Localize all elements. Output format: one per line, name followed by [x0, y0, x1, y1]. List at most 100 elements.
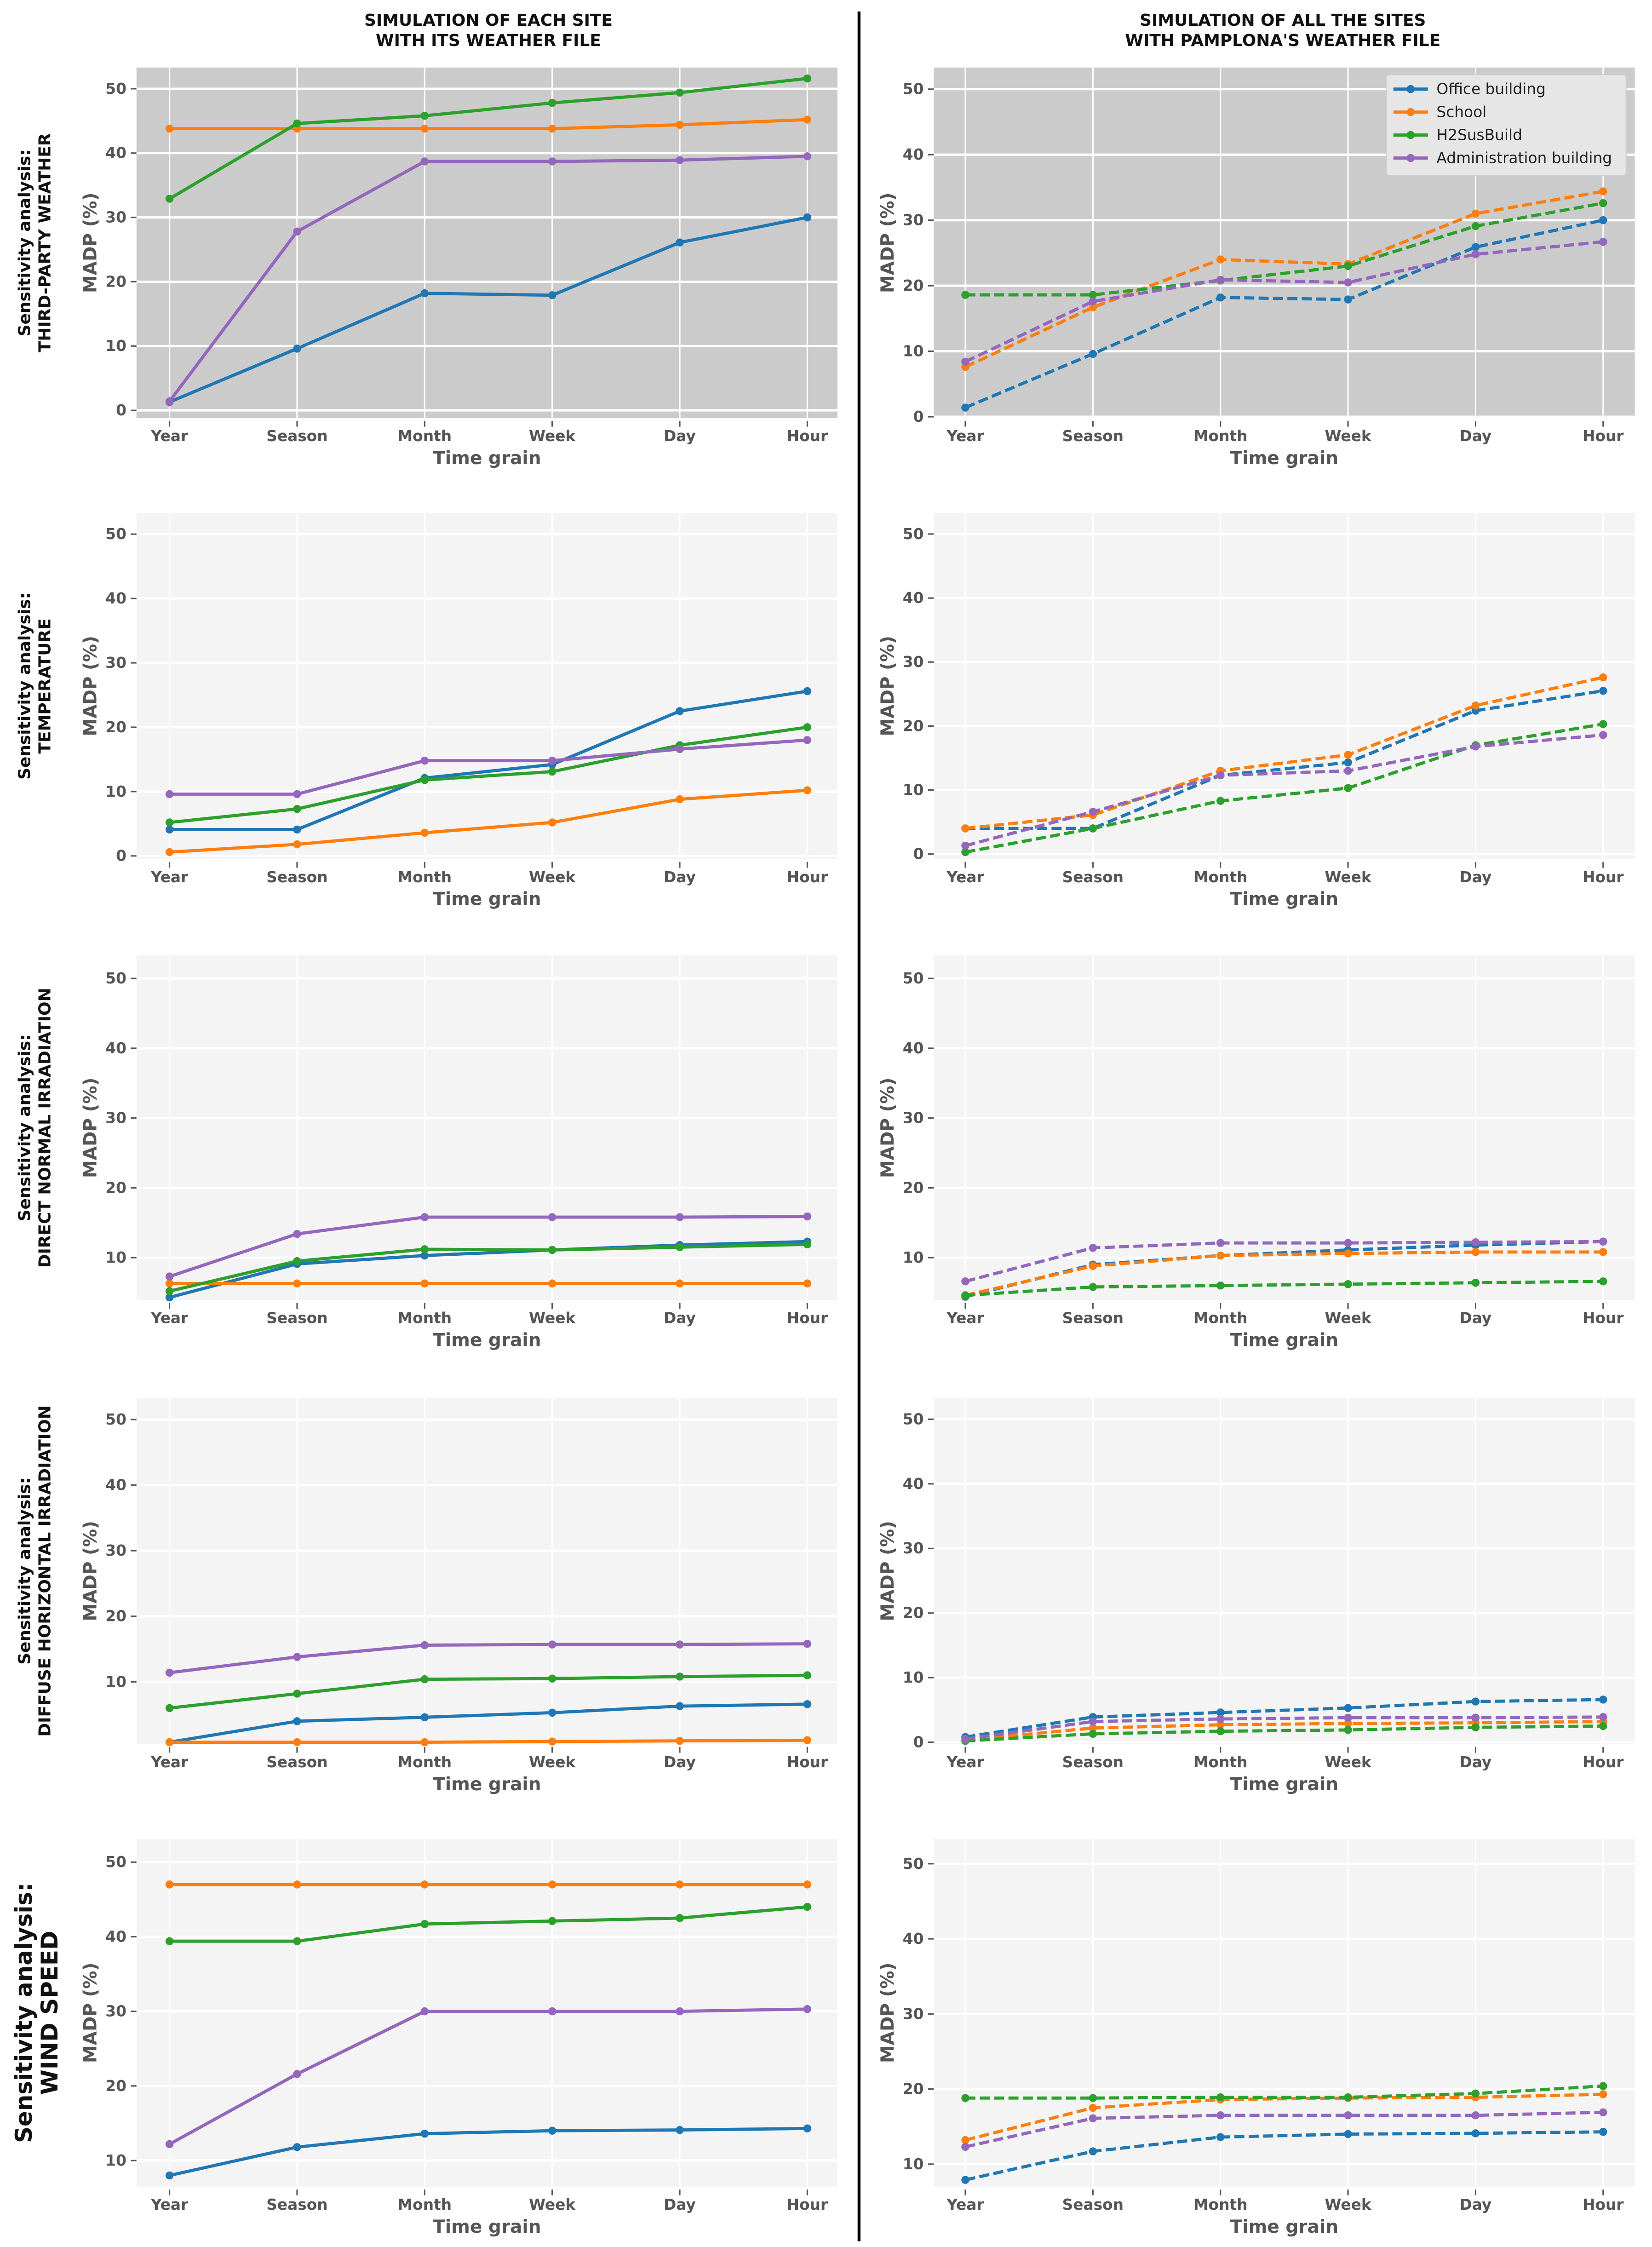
- data-point: [1471, 1238, 1480, 1247]
- data-point: [803, 1212, 812, 1221]
- data-point: [420, 124, 429, 133]
- data-point: [420, 1713, 429, 1722]
- data-point: [1089, 1244, 1097, 1252]
- panel-r4-c1: 10 20 30 40 50 Year Season Month Week Day Hour Time…: [878, 1839, 1635, 2237]
- y-tick-label: 10: [105, 1673, 126, 1690]
- data-point: [293, 790, 301, 799]
- x-axis-label: Time grain: [1230, 2217, 1338, 2237]
- legend: Office building School H2SusBuild Administr…: [1386, 74, 1627, 176]
- y-tick-label: 40: [903, 1930, 924, 1948]
- data-point: [1344, 262, 1352, 270]
- series-h2susbuild: [961, 2082, 1607, 2102]
- series-office-building: [961, 2127, 1607, 2184]
- y-tick-label: 20: [903, 1604, 924, 1622]
- y-tick-label: 10: [105, 783, 126, 800]
- x-tick-label: Season: [266, 868, 327, 886]
- y-tick-label: 0: [116, 402, 126, 419]
- data-point: [676, 1243, 684, 1252]
- data-point: [803, 74, 812, 83]
- data-point: [1344, 1280, 1352, 1288]
- data-point: [1089, 1262, 1097, 1270]
- series-line: [169, 1642, 808, 1674]
- series-h2susbuild: [961, 1277, 1607, 1299]
- data-point: [1471, 2089, 1480, 2098]
- data-point: [961, 824, 969, 833]
- y-tick-label: 40: [903, 1475, 924, 1493]
- series-administration-building: [165, 1639, 812, 1677]
- data-point: [961, 357, 969, 366]
- y-axis-label: MADP (%): [878, 193, 898, 293]
- row-label-variable: THIRD-PARTY WEATHER: [35, 133, 54, 353]
- data-point: [1089, 1724, 1097, 1732]
- data-point: [293, 2143, 301, 2151]
- data-point: [548, 124, 556, 133]
- row-label-2: Sensitivity analysis: DIRECT NORMAL IRRAD…: [16, 988, 55, 1268]
- data-point: [548, 1674, 556, 1683]
- data-point: [165, 1668, 174, 1677]
- row-label-variable: TEMPERATURE: [35, 618, 54, 753]
- data-point: [165, 195, 174, 203]
- y-tick-label: 50: [105, 970, 126, 987]
- y-tick-label: 20: [903, 1179, 924, 1196]
- x-axis-label: Time grain: [1230, 889, 1338, 910]
- data-point: [1344, 1713, 1352, 1722]
- data-point: [293, 119, 301, 128]
- series-line: [169, 1215, 808, 1278]
- data-point: [420, 756, 429, 765]
- data-point: [165, 1704, 174, 1713]
- x-tick-label: Season: [1062, 1753, 1124, 1771]
- data-point: [1599, 216, 1607, 224]
- data-point: [420, 1213, 429, 1221]
- legend-marker: [1406, 108, 1415, 116]
- x-tick-label: Hour: [787, 868, 828, 886]
- series-school: [165, 115, 812, 133]
- data-point: [1089, 2103, 1097, 2112]
- x-tick-label: Month: [398, 2196, 452, 2213]
- x-axis-label: Time grain: [1230, 1330, 1338, 1351]
- data-point: [1599, 687, 1607, 695]
- y-tick-label: 20: [105, 1179, 126, 1196]
- x-axis-label: Time grain: [1230, 448, 1338, 469]
- data-point: [1344, 1704, 1352, 1712]
- data-point: [676, 1279, 684, 1288]
- y-tick-label: 30: [903, 653, 924, 671]
- data-point: [420, 289, 429, 298]
- x-tick-label: Month: [398, 427, 452, 445]
- data-point: [548, 2007, 556, 2016]
- y-tick-label: 0: [913, 1734, 924, 1751]
- data-point: [420, 1920, 429, 1928]
- y-tick-label: 30: [903, 2005, 924, 2023]
- x-tick-label: Month: [1193, 427, 1248, 445]
- panel-r4-c0: 10 20 30 40 50 Year Season Month Week Day Hour Time…: [80, 1839, 837, 2237]
- data-point: [1471, 701, 1480, 710]
- data-point: [1471, 742, 1480, 751]
- data-point: [293, 2070, 301, 2078]
- y-tick-label: 40: [105, 1040, 126, 1057]
- y-tick-label: 20: [903, 2080, 924, 2098]
- x-tick-label: Month: [398, 1310, 452, 1327]
- data-point: [293, 1738, 301, 1747]
- row-label-variable: DIRECT NORMAL IRRADIATION: [35, 988, 54, 1268]
- series-administration-building: [961, 1237, 1607, 1286]
- y-tick-label: 30: [105, 209, 126, 226]
- y-tick-label: 20: [903, 277, 924, 294]
- data-point: [1216, 2133, 1225, 2141]
- data-point: [293, 1690, 301, 1698]
- x-tick-label: Day: [1460, 1753, 1492, 1771]
- x-tick-label: Day: [664, 1753, 696, 1771]
- series-h2susbuild: [165, 1671, 812, 1713]
- series-h2susbuild: [961, 720, 1607, 856]
- data-point: [676, 156, 684, 164]
- y-tick-label: 20: [903, 717, 924, 735]
- data-point: [1344, 767, 1352, 775]
- series-administration-building: [961, 237, 1607, 366]
- data-point: [803, 2005, 812, 2013]
- series-line: [169, 2126, 808, 2177]
- x-tick-label: Day: [1460, 1310, 1492, 1327]
- y-axis-label: MADP (%): [80, 193, 101, 293]
- y-tick-label: 10: [105, 337, 126, 355]
- series-line: [169, 1242, 808, 1293]
- data-point: [548, 1640, 556, 1649]
- x-tick-label: Year: [150, 1753, 189, 1771]
- series-administration-building: [961, 731, 1607, 850]
